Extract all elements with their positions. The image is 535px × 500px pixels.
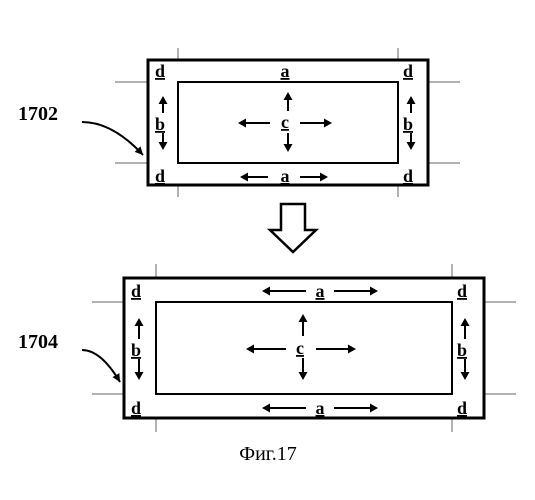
svg-text:c: c <box>281 112 289 132</box>
svg-text:d: d <box>457 281 467 301</box>
svg-text:d: d <box>131 398 141 418</box>
svg-text:1704: 1704 <box>18 331 58 353</box>
svg-text:b: b <box>131 340 141 360</box>
figure-17-diagram: d d d d b b a a c 1702 d d d d b b a a c 1704 Фиг.17 <box>0 0 535 500</box>
svg-text:d: d <box>403 166 413 186</box>
svg-text:a: a <box>316 281 325 301</box>
svg-text:d: d <box>155 166 165 186</box>
svg-text:Фиг.17: Фиг.17 <box>239 443 296 465</box>
svg-text:a: a <box>281 61 290 81</box>
svg-text:d: d <box>131 281 141 301</box>
svg-text:b: b <box>457 340 467 360</box>
svg-text:c: c <box>296 338 304 358</box>
svg-text:1702: 1702 <box>18 103 58 125</box>
svg-text:a: a <box>316 398 325 418</box>
svg-text:b: b <box>403 114 413 134</box>
svg-text:a: a <box>281 166 290 186</box>
svg-text:b: b <box>155 114 165 134</box>
svg-text:d: d <box>155 61 165 81</box>
svg-text:d: d <box>403 61 413 81</box>
svg-text:d: d <box>457 398 467 418</box>
